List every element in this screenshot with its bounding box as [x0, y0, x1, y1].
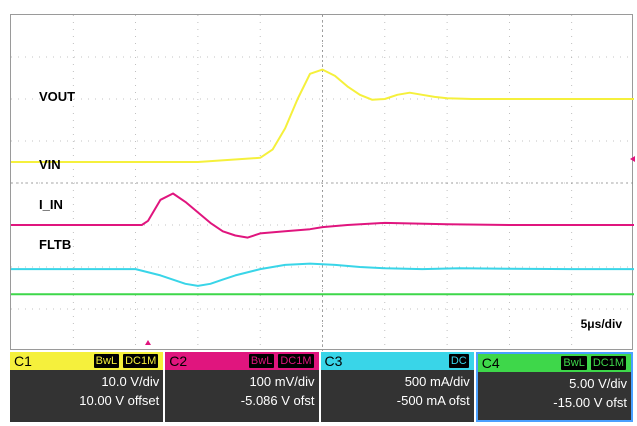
channel-1-header: C1 BwL DC1M	[10, 352, 164, 370]
channel-1-name: C1	[14, 353, 32, 369]
channel-3-header: C3 DC	[320, 352, 474, 370]
channel-4-tag-coupling: DC1M	[589, 355, 627, 371]
channel-4-panel[interactable]: C4 BwL DC1M 5.00 V/div -15.00 V ofst	[475, 352, 633, 422]
channel-2-offset: -5.086 V ofst	[240, 393, 315, 408]
label-vin: VIN	[39, 157, 61, 172]
label-iin: I_IN	[39, 197, 63, 212]
trigger-level-marker[interactable]	[630, 156, 635, 162]
waveform-display: VOUT VIN I_IN FLTB 5μs/div	[10, 14, 634, 351]
channel-4-header: C4 BwL DC1M	[477, 354, 631, 372]
channel-2-panel[interactable]: C2 BwL DC1M 100 mV/div -5.086 V ofst	[165, 352, 319, 422]
channel-2-tag-coupling: DC1M	[277, 353, 315, 369]
trace-vin	[11, 192, 634, 239]
channel-4-tag-bandwidth: BwL	[560, 355, 588, 371]
channel-1-offset: 10.00 V offset	[79, 393, 160, 408]
channel-1-scale: 10.0 V/div	[101, 374, 160, 389]
channel-3-name: C3	[324, 353, 343, 369]
trace-i-in	[11, 262, 634, 287]
channel-1-tag-bandwidth: BwL	[92, 353, 121, 369]
channel-3-panel[interactable]: C3 DC 500 mA/div -500 mA ofst	[320, 352, 474, 422]
channel-3-offset: -500 mA ofst	[396, 393, 470, 408]
channel-1-tag-coupling: DC1M	[122, 353, 160, 369]
channel-3-scale: 500 mA/div	[404, 374, 470, 389]
channel-3-tag-coupling: DC	[447, 353, 470, 369]
label-fltb: FLTB	[39, 237, 72, 252]
waveform-svg	[11, 15, 634, 351]
trigger-position-marker[interactable]	[145, 340, 151, 345]
channel-4-scale: 5.00 V/div	[569, 376, 627, 391]
channel-2-tag-bandwidth: BwL	[247, 353, 276, 369]
channel-4-offset: -15.00 V ofst	[553, 395, 627, 410]
channel-2-scale: 100 mV/div	[249, 374, 315, 389]
channel-2-header: C2 BwL DC1M	[165, 352, 319, 370]
channel-2-name: C2	[169, 353, 188, 369]
channel-settings-bar: C1 BwL DC1M 10.0 V/div 10.00 V offset C2…	[10, 352, 633, 422]
channel-4-name: C4	[481, 355, 500, 371]
trace-vout	[11, 68, 634, 163]
channel-1-panel[interactable]: C1 BwL DC1M 10.0 V/div 10.00 V offset	[10, 352, 164, 422]
timebase-readout: 5μs/div	[580, 317, 622, 331]
label-vout: VOUT	[39, 89, 76, 104]
